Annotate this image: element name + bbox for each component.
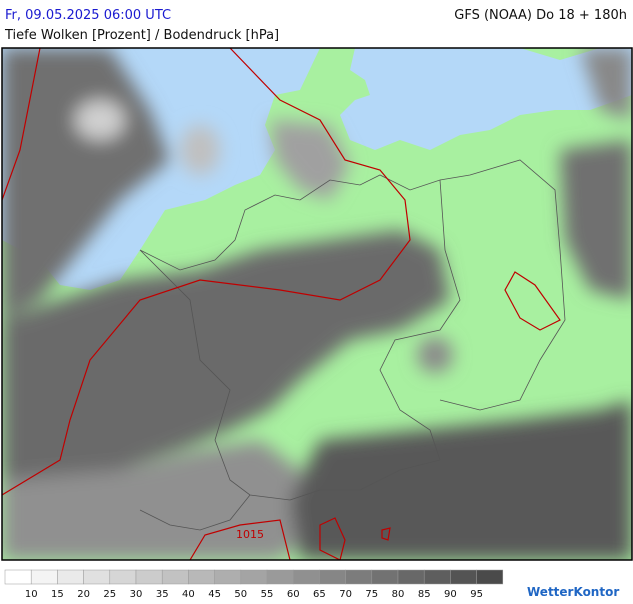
legend-swatch xyxy=(57,569,84,585)
legend-swatch xyxy=(4,569,32,585)
legend-swatch xyxy=(161,569,189,585)
legend-label: 25 xyxy=(103,589,116,600)
legend-swatch xyxy=(450,569,477,585)
logo: WetterKontor xyxy=(527,585,619,599)
legend-swatch xyxy=(135,569,163,585)
map-subtitle: Tiefe Wolken [Prozent] / Bodendruck [hPa… xyxy=(4,28,279,43)
legend-label: 95 xyxy=(470,589,483,600)
legend-swatch xyxy=(240,569,268,585)
baltic-sea xyxy=(340,48,632,150)
legend-swatch xyxy=(188,569,215,585)
map: 1015 xyxy=(2,48,632,560)
clouds xyxy=(2,48,632,560)
legend-label: 75 xyxy=(365,589,378,600)
legend-label: 85 xyxy=(418,589,431,600)
legend-swatch xyxy=(83,569,111,585)
legend-swatch xyxy=(397,569,425,585)
legend-label: 60 xyxy=(287,589,300,600)
legend: 10 15 20 25 30 35 40 45 50 55 60 65 70 75 80 85 90 95 xyxy=(4,569,504,600)
legend-label: 45 xyxy=(208,589,221,600)
legend-label: 30 xyxy=(130,589,143,600)
legend-swatch xyxy=(371,569,399,585)
legend-label: 65 xyxy=(313,589,326,600)
legend-swatch xyxy=(476,569,504,585)
legend-label: 20 xyxy=(77,589,90,600)
borders xyxy=(139,159,566,531)
legend-label: 35 xyxy=(156,589,169,600)
legend-label: 50 xyxy=(234,589,247,600)
isobars xyxy=(2,48,561,560)
map-frame xyxy=(1,47,633,561)
legend-swatch xyxy=(214,569,242,585)
legend-swatch xyxy=(266,569,294,585)
legend-label: 40 xyxy=(182,589,195,600)
legend-label: 70 xyxy=(339,589,352,600)
legend-swatch xyxy=(319,569,346,585)
legend-label: 55 xyxy=(261,589,274,600)
legend-swatch xyxy=(30,569,58,585)
legend-swatch xyxy=(292,569,320,585)
map-datetime: Fr, 09.05.2025 06:00 UTC xyxy=(5,8,171,23)
map-model: GFS (NOAA) Do 18 + 180h xyxy=(454,8,627,23)
legend-label: 10 xyxy=(25,589,38,600)
legend-label: 80 xyxy=(392,589,405,600)
legend-swatch xyxy=(423,569,451,585)
legend-swatch xyxy=(109,569,137,585)
isobar-label: 1015 xyxy=(236,528,264,541)
legend-label: 90 xyxy=(444,589,457,600)
legend-label: 15 xyxy=(51,589,64,600)
legend-swatch xyxy=(345,569,373,585)
